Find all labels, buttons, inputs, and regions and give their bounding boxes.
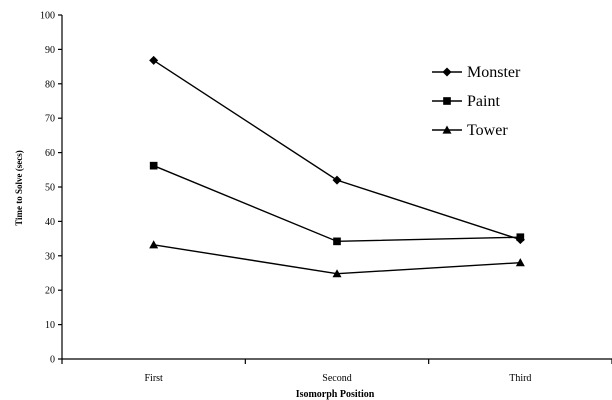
legend-marker: [443, 97, 451, 105]
data-point-paint: [149, 161, 158, 170]
legend: Monster Paint Tower: [432, 64, 521, 139]
y-tick-label: 30: [45, 251, 55, 262]
legend-item-paint: Paint: [432, 93, 500, 110]
data-point-tower: [149, 240, 159, 249]
series: [149, 55, 525, 278]
series-paint: [149, 161, 525, 246]
y-tick-label: 10: [45, 320, 55, 331]
ticks: 0 10 20 30 40 50 60 70 80 90 100 First Second Third: [40, 11, 612, 384]
legend-marker: [442, 67, 452, 77]
series-line-monster: [153, 59, 521, 241]
legend-label: Tower: [467, 122, 508, 139]
x-tick-label: First: [144, 373, 163, 384]
axes: [61, 15, 612, 360]
series-tower: [149, 240, 525, 278]
data-point-tower: [515, 258, 525, 267]
x-axis-label: Isomorph Position: [296, 389, 375, 400]
data-point-paint: [516, 233, 525, 242]
y-tick-label: 70: [45, 114, 55, 125]
y-axis-label: Time to Solve (secs): [14, 150, 24, 226]
data-point-paint: [333, 237, 341, 246]
x-tick-label: Third: [509, 373, 531, 384]
legend-label: Monster: [467, 64, 521, 81]
data-point-tower: [332, 269, 342, 278]
x-tick-label: Second: [322, 373, 351, 384]
y-tick-label: 60: [45, 148, 55, 159]
legend-item-monster: Monster: [432, 64, 521, 81]
legend-item-tower: Tower: [432, 122, 508, 139]
data-point-monster: [149, 55, 159, 65]
legend-marker: [442, 125, 452, 134]
y-tick-label: 100: [40, 11, 55, 22]
y-tick-label: 50: [45, 183, 55, 194]
y-tick-label: 40: [45, 217, 55, 228]
y-tick-label: 0: [50, 355, 55, 366]
y-tick-label: 80: [45, 79, 55, 90]
y-tick-label: 20: [45, 286, 55, 297]
legend-label: Paint: [467, 93, 500, 110]
series-monster: [149, 55, 525, 245]
data-point-monster: [332, 175, 342, 185]
y-tick-label: 90: [45, 45, 55, 56]
